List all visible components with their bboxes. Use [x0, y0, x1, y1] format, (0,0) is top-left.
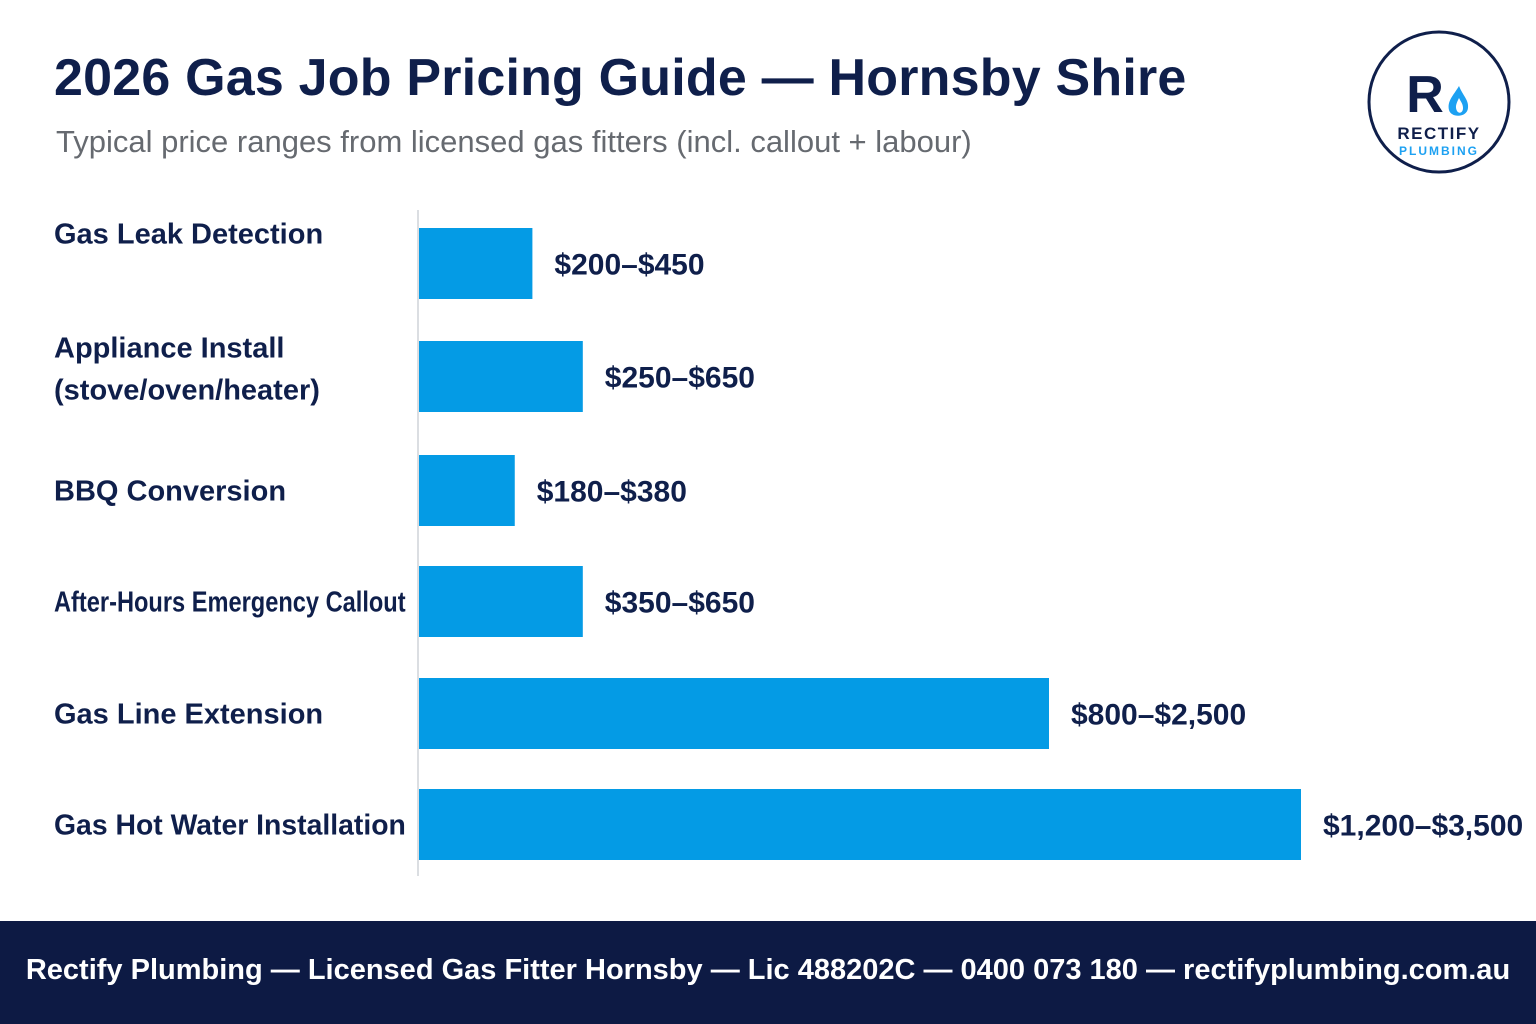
page-subtitle: Typical price ranges from licensed gas f… — [56, 124, 972, 159]
category-label-2: BBQ Conversion — [54, 476, 286, 508]
data-label-3: $350–$650 — [605, 587, 755, 620]
category-label-4: Gas Line Extension — [54, 699, 323, 731]
bar-5 — [419, 789, 1301, 860]
bar-0 — [419, 228, 533, 299]
data-label-2: $180–$380 — [537, 476, 687, 509]
logo-sub-text: PLUMBING — [1399, 144, 1479, 158]
bar-2 — [419, 455, 515, 526]
pricing-bar-chart: $200–$450 Gas Leak Detection $250–$650 Appl… — [54, 210, 1523, 876]
logo-initial: R — [1406, 66, 1444, 124]
logo-brand-text: RECTIFY — [1397, 124, 1480, 143]
category-label-1: Appliance Install (stove/oven/heater) — [54, 333, 320, 407]
flame-icon — [1448, 86, 1469, 116]
data-label-0: $200–$450 — [554, 249, 704, 282]
page-title: 2026 Gas Job Pricing Guide — Hornsby Shi… — [54, 49, 1187, 107]
data-label-1: $250–$650 — [605, 362, 755, 395]
bar-1 — [419, 341, 583, 412]
category-label-3: After-Hours Emergency Callout — [54, 585, 406, 618]
data-label-5: $1,200–$3,500 — [1323, 810, 1523, 843]
category-label-5: Gas Hot Water Installation — [54, 809, 406, 841]
bar-4 — [419, 678, 1049, 749]
footer-bar: Rectify Plumbing — Licensed Gas Fitter H… — [0, 921, 1536, 1024]
bar-3 — [419, 566, 583, 637]
brand-logo: R RECTIFY PLUMBING — [1367, 30, 1511, 174]
footer-contact-text: Rectify Plumbing — Licensed Gas Fitter H… — [25, 954, 1511, 986]
category-label-0: Gas Leak Detection — [54, 219, 323, 251]
data-label-4: $800–$2,500 — [1071, 699, 1246, 732]
